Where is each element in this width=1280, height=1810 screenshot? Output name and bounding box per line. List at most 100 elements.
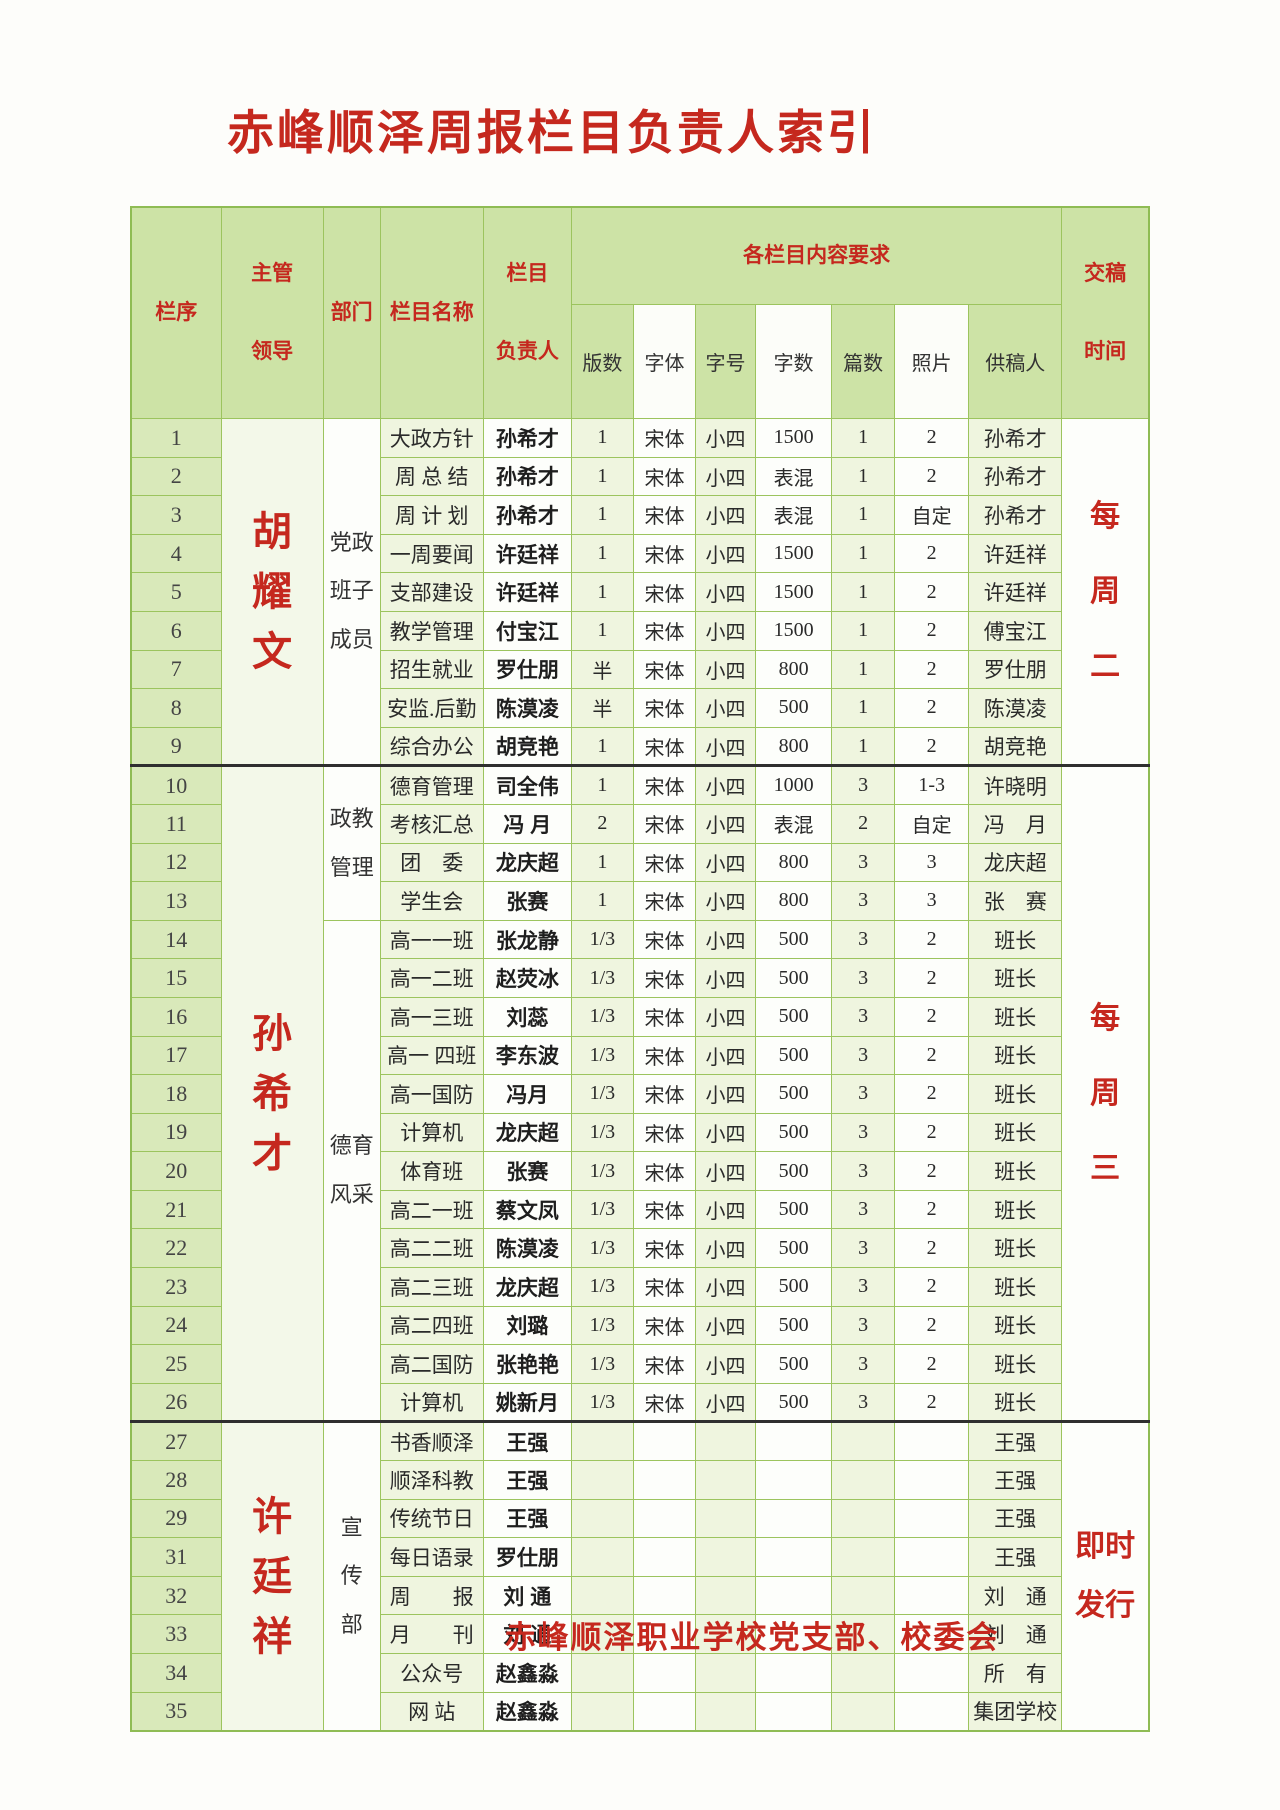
font-cell: 宋体 — [632, 456, 696, 497]
header-column-name: 栏目名称 — [379, 206, 484, 419]
word-count-cell — [755, 1653, 833, 1693]
table-section-1: 1 胡耀文党政 班子 成员 大政方针 孙希才 1 宋体 小四 1500 1 2 孙希才每周二 2 周 总 结… — [130, 417, 1150, 767]
article-count-cell: 1 — [831, 726, 896, 767]
column-name-cell: 周 报 — [379, 1575, 484, 1616]
font-cell: 宋体 — [632, 803, 696, 844]
article-count-cell: 1 — [831, 610, 896, 651]
owner-cell: 司全伟 — [482, 765, 572, 805]
contributor-cell: 班长 — [968, 1074, 1063, 1114]
article-count-cell: 3 — [831, 1228, 896, 1269]
owner-cell: 张艳艳 — [482, 1344, 572, 1384]
font-size-cell: 小四 — [694, 726, 757, 767]
table-row: 31 每日语录 罗仕朋 王强 — [130, 1537, 1149, 1577]
contributor-cell: 班长 — [968, 1228, 1063, 1269]
contributor-cell: 王强 — [968, 1498, 1063, 1539]
font-size-cell — [694, 1575, 757, 1616]
table-row: 9 综合办公 胡竞艳 1 宋体 小四 800 1 2 胡竞艳 — [130, 726, 1149, 767]
font-cell — [632, 1421, 696, 1462]
font-size-cell: 小四 — [694, 1112, 757, 1153]
font-size-cell — [694, 1421, 757, 1462]
word-count-cell: 500 — [755, 1344, 833, 1384]
word-count-cell: 500 — [755, 1267, 833, 1307]
photo-count-cell: 2 — [894, 996, 970, 1037]
font-size-cell: 小四 — [694, 610, 757, 651]
article-count-cell: 3 — [831, 1151, 896, 1191]
word-count-cell: 500 — [755, 958, 833, 998]
supervisor-cell-line: 胡 — [252, 509, 293, 554]
pages-cell — [570, 1575, 634, 1616]
font-cell: 宋体 — [632, 1074, 696, 1114]
department-cell: 德育 风采 — [322, 919, 381, 1423]
supervisor-cell-line: 耀 — [252, 569, 293, 614]
deadline-cell-line: 每 — [1090, 500, 1121, 534]
font-size-cell: 小四 — [694, 456, 757, 497]
row-number-cell: 17 — [130, 1035, 222, 1076]
header-font: 字体 — [632, 304, 696, 419]
contributor-cell: 刘 通 — [968, 1614, 1063, 1654]
font-size-cell: 小四 — [694, 1035, 757, 1076]
font-size-cell: 小四 — [694, 1074, 757, 1114]
column-name-cell: 周 总 结 — [379, 456, 484, 497]
photo-count-cell — [894, 1575, 970, 1616]
photo-count-cell — [894, 1421, 970, 1462]
deadline-cell-line: 周 — [1090, 575, 1121, 609]
contributor-cell: 班长 — [968, 996, 1063, 1037]
header-supervisor-line2: 领导 — [251, 340, 294, 364]
word-count-cell — [755, 1575, 833, 1616]
word-count-cell: 1500 — [755, 418, 833, 458]
owner-cell: 陈漠凌 — [482, 1228, 572, 1269]
column-name-cell: 高一 四班 — [379, 1035, 484, 1076]
column-name-cell: 高一一班 — [379, 919, 484, 960]
row-number-cell: 28 — [130, 1460, 222, 1500]
column-name-cell: 传统节日 — [379, 1498, 484, 1539]
word-count-cell: 500 — [755, 1112, 833, 1153]
row-number-cell: 19 — [130, 1112, 222, 1153]
font-cell: 宋体 — [632, 533, 696, 574]
article-count-cell — [831, 1537, 896, 1577]
owner-cell: 赵荧冰 — [482, 958, 572, 998]
footer-signature: 赤峰顺泽职业学校党支部、校委会 — [504, 1620, 1000, 1656]
row-number-cell: 11 — [130, 803, 222, 844]
photo-count-cell: 2 — [894, 919, 970, 960]
supervisor-cell-line: 许 — [252, 1494, 293, 1539]
row-number-cell: 10 — [130, 765, 222, 805]
owner-cell: 张赛 — [482, 1151, 572, 1191]
pages-cell: 1/3 — [570, 1074, 634, 1114]
table-row: 7 招生就业 罗仕朋半宋体 小四 800 1 2 罗仕朋 — [130, 649, 1149, 690]
word-count-cell: 表混 — [755, 456, 833, 497]
pages-cell — [570, 1537, 634, 1577]
header-font-size: 字号 — [694, 304, 757, 419]
photo-count-cell: 自定 — [894, 495, 970, 535]
font-cell: 宋体 — [632, 958, 696, 998]
owner-cell: 王强 — [482, 1498, 572, 1539]
font-cell: 宋体 — [632, 495, 696, 535]
font-cell — [632, 1575, 696, 1616]
word-count-cell: 800 — [755, 842, 833, 883]
deadline-cell: 即时 发行 — [1061, 1421, 1150, 1732]
article-count-cell: 3 — [831, 881, 896, 921]
owner-cell: 龙庆超 — [482, 1267, 572, 1307]
photo-count-cell: 2 — [894, 726, 970, 767]
row-number-cell: 24 — [130, 1305, 222, 1346]
table-row: 1 胡耀文党政 班子 成员 大政方针 孙希才 1 宋体 小四 1500 1 2 孙希才每周二 — [130, 417, 1150, 767]
department-cell-line: 风采 — [329, 1181, 374, 1207]
word-count-cell: 500 — [755, 1305, 833, 1346]
column-name-cell: 周 计 划 — [379, 495, 484, 535]
contributor-cell: 刘 通 — [968, 1575, 1063, 1616]
font-cell — [632, 1460, 696, 1500]
row-number-cell: 18 — [130, 1074, 222, 1114]
contributor-cell: 孙希才 — [968, 418, 1063, 458]
font-size-cell: 小四 — [694, 649, 757, 690]
header-supervisor-line1: 主管 — [251, 261, 294, 285]
contributor-cell: 班长 — [968, 1305, 1063, 1346]
photo-count-cell: 2 — [894, 418, 970, 458]
department-cell-line: 部 — [340, 1611, 363, 1637]
contributor-cell: 班长 — [968, 1189, 1063, 1230]
header-content-requirements: 各栏目内容要求 — [570, 206, 1063, 306]
article-count-cell: 3 — [831, 1382, 896, 1423]
font-size-cell — [694, 1537, 757, 1577]
photo-count-cell: 3 — [894, 842, 970, 883]
contributor-cell: 傅宝江 — [968, 610, 1063, 651]
font-cell: 宋体 — [632, 610, 696, 651]
